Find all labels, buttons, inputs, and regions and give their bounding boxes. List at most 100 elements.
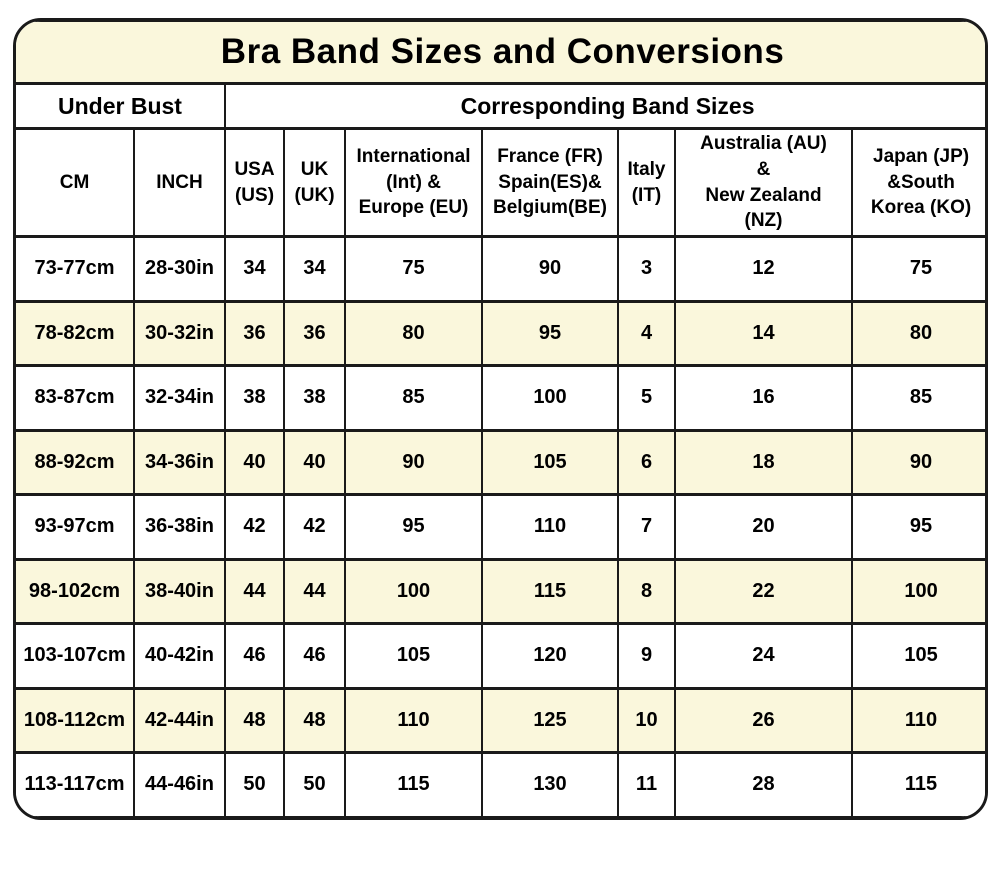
table-cell: 110 bbox=[344, 686, 483, 754]
table-cell: 6 bbox=[617, 428, 676, 496]
table-cell: 105 bbox=[850, 622, 985, 690]
table-cell: 115 bbox=[344, 751, 483, 817]
table-cell: 10 bbox=[617, 686, 676, 754]
table-cell: 16 bbox=[674, 364, 853, 432]
table-row: 108-112cm 42-44in 48 48 110 125 10 26 110 bbox=[16, 686, 985, 754]
table-cell: 12 bbox=[674, 235, 853, 303]
column-header: Australia (AU) & New Zealand (NZ) bbox=[674, 127, 853, 238]
table-cell: 18 bbox=[674, 428, 853, 496]
table-cell: 95 bbox=[344, 493, 483, 561]
table-cell: 5 bbox=[617, 364, 676, 432]
table-cell: 28 bbox=[674, 751, 853, 817]
table-cell: 46 bbox=[283, 622, 346, 690]
table-cell: 26 bbox=[674, 686, 853, 754]
title-row: Bra Band Sizes and Conversions bbox=[16, 20, 985, 85]
table-cell: 9 bbox=[617, 622, 676, 690]
page-title: Bra Band Sizes and Conversions bbox=[16, 20, 985, 85]
table-cell: 34 bbox=[283, 235, 346, 303]
table-cell: 44 bbox=[283, 557, 346, 625]
table-cell: 22 bbox=[674, 557, 853, 625]
table-row: 73-77cm 28-30in 34 34 75 90 3 12 75 bbox=[16, 235, 985, 303]
column-header: CM bbox=[16, 127, 135, 238]
table-cell: 50 bbox=[224, 751, 285, 817]
column-header: Italy (IT) bbox=[617, 127, 676, 238]
table-cell: 103-107cm bbox=[16, 622, 135, 690]
column-header: USA (US) bbox=[224, 127, 285, 238]
table-cell: 75 bbox=[850, 235, 985, 303]
table-cell: 40 bbox=[283, 428, 346, 496]
table-cell: 90 bbox=[850, 428, 985, 496]
table-cell: 38 bbox=[283, 364, 346, 432]
table-cell: 73-77cm bbox=[16, 235, 135, 303]
table-cell: 105 bbox=[481, 428, 619, 496]
table-cell: 110 bbox=[481, 493, 619, 561]
table-row: 93-97cm 36-38in 42 42 95 110 7 20 95 bbox=[16, 493, 985, 561]
table-cell: 42-44in bbox=[133, 686, 226, 754]
table-cell: 34-36in bbox=[133, 428, 226, 496]
table-cell: 98-102cm bbox=[16, 557, 135, 625]
table-cell: 83-87cm bbox=[16, 364, 135, 432]
table-cell: 44 bbox=[224, 557, 285, 625]
table-cell: 42 bbox=[283, 493, 346, 561]
table-cell: 3 bbox=[617, 235, 676, 303]
group-header-under-bust: Under Bust bbox=[16, 82, 226, 130]
bra-band-conversion-table: Bra Band Sizes and Conversions Under Bus… bbox=[13, 18, 988, 820]
table-cell: 48 bbox=[224, 686, 285, 754]
table-cell: 46 bbox=[224, 622, 285, 690]
table-cell: 48 bbox=[283, 686, 346, 754]
table-cell: 113-117cm bbox=[16, 751, 135, 817]
group-header-row: Under Bust Corresponding Band Sizes bbox=[16, 82, 985, 130]
table-cell: 80 bbox=[850, 299, 985, 367]
table-cell: 130 bbox=[481, 751, 619, 817]
table-cell: 90 bbox=[344, 428, 483, 496]
table-cell: 14 bbox=[674, 299, 853, 367]
table-cell: 125 bbox=[481, 686, 619, 754]
table-cell: 78-82cm bbox=[16, 299, 135, 367]
table-cell: 115 bbox=[481, 557, 619, 625]
table-row: 98-102cm 38-40in 44 44 100 115 8 22 100 bbox=[16, 557, 985, 625]
table-cell: 93-97cm bbox=[16, 493, 135, 561]
table-cell: 90 bbox=[481, 235, 619, 303]
table-cell: 38 bbox=[224, 364, 285, 432]
table-cell: 80 bbox=[344, 299, 483, 367]
table-body: 73-77cm 28-30in 34 34 75 90 3 12 75 78-82cm 30-32i… bbox=[16, 235, 985, 817]
table-cell: 88-92cm bbox=[16, 428, 135, 496]
table-cell: 105 bbox=[344, 622, 483, 690]
table-cell: 42 bbox=[224, 493, 285, 561]
table-cell: 100 bbox=[481, 364, 619, 432]
table-cell: 75 bbox=[344, 235, 483, 303]
group-header-band-sizes: Corresponding Band Sizes bbox=[223, 82, 985, 130]
table-cell: 108-112cm bbox=[16, 686, 135, 754]
table-cell: 8 bbox=[617, 557, 676, 625]
table-cell: 24 bbox=[674, 622, 853, 690]
table-row: 83-87cm 32-34in 38 38 85 100 5 16 85 bbox=[16, 364, 985, 432]
table-cell: 28-30in bbox=[133, 235, 226, 303]
table-cell: 20 bbox=[674, 493, 853, 561]
table-cell: 38-40in bbox=[133, 557, 226, 625]
table-row: 88-92cm 34-36in 40 40 90 105 6 18 90 bbox=[16, 428, 985, 496]
table-cell: 36 bbox=[283, 299, 346, 367]
table-cell: 85 bbox=[850, 364, 985, 432]
table-cell: 95 bbox=[481, 299, 619, 367]
table-cell: 44-46in bbox=[133, 751, 226, 817]
table-cell: 50 bbox=[283, 751, 346, 817]
table-row: 103-107cm 40-42in 46 46 105 120 9 24 105 bbox=[16, 622, 985, 690]
table-cell: 4 bbox=[617, 299, 676, 367]
column-header-row: CM INCH USA (US) UK (UK) International (Int)… bbox=[16, 127, 985, 238]
table-cell: 32-34in bbox=[133, 364, 226, 432]
size-table: Bra Band Sizes and Conversions Under Bus… bbox=[16, 20, 985, 817]
table-cell: 7 bbox=[617, 493, 676, 561]
table-cell: 40-42in bbox=[133, 622, 226, 690]
column-header: UK (UK) bbox=[283, 127, 346, 238]
table-cell: 34 bbox=[224, 235, 285, 303]
column-header: INCH bbox=[133, 127, 226, 238]
table-cell: 110 bbox=[850, 686, 985, 754]
table-cell: 40 bbox=[224, 428, 285, 496]
table-cell: 36 bbox=[224, 299, 285, 367]
table-cell: 11 bbox=[617, 751, 676, 817]
table-cell: 100 bbox=[850, 557, 985, 625]
column-header: France (FR) Spain(ES)& Belgium(BE) bbox=[481, 127, 619, 238]
table-cell: 95 bbox=[850, 493, 985, 561]
table-cell: 36-38in bbox=[133, 493, 226, 561]
table-cell: 100 bbox=[344, 557, 483, 625]
